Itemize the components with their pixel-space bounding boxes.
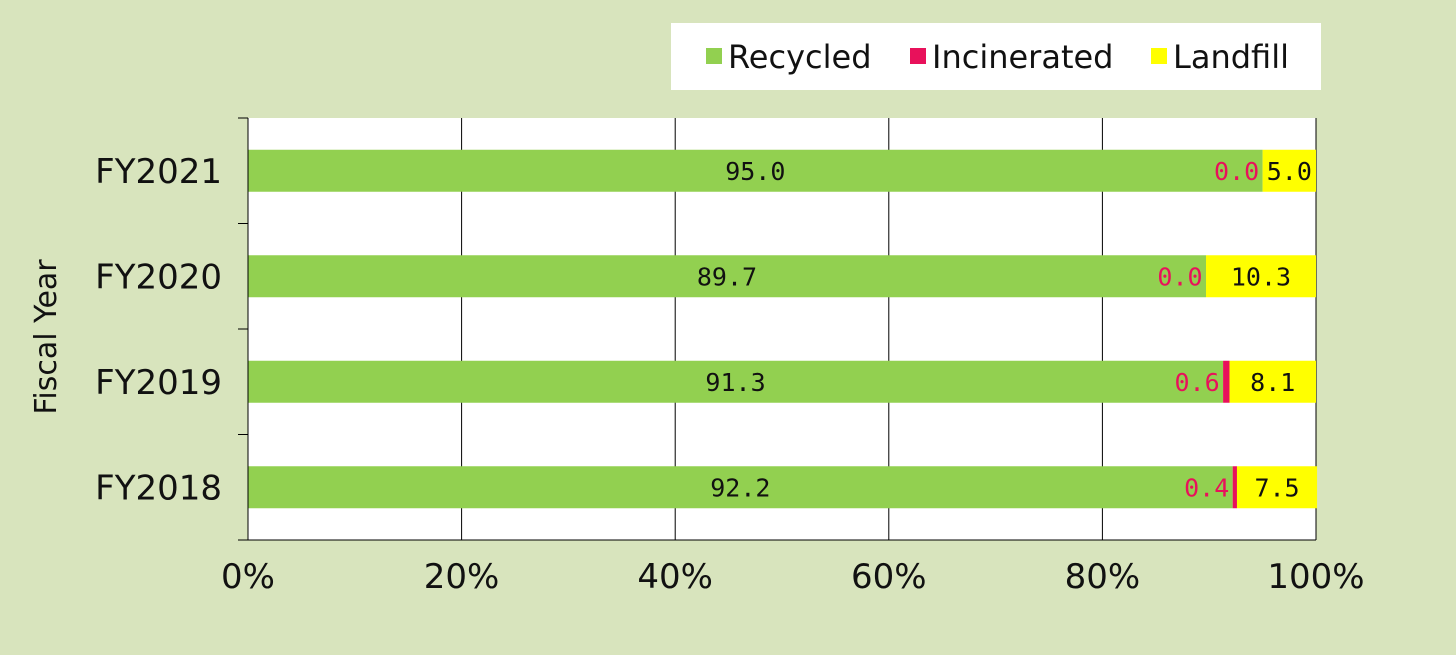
data-label-landfill: 5.0 — [1267, 157, 1312, 186]
x-tick-label: 40% — [637, 557, 713, 597]
bar-recycled — [248, 149, 1263, 192]
legend-label-incinerated: Incinerated — [932, 38, 1113, 76]
bar-recycled — [248, 255, 1206, 298]
bar-recycled — [248, 360, 1224, 403]
bar-incinerated — [1232, 466, 1237, 509]
y-axis-title: Fiscal Year — [29, 259, 64, 415]
bar-landfill — [1229, 360, 1316, 403]
data-label-landfill: 10.3 — [1231, 262, 1291, 291]
legend-swatch-recycled — [706, 48, 722, 64]
bar-recycled — [248, 466, 1233, 509]
data-label-recycled: 89.7 — [697, 262, 757, 291]
category-label: FY2018 — [95, 468, 222, 508]
legend-box — [671, 23, 1321, 90]
legend-label-recycled: Recycled — [728, 38, 872, 76]
data-label-incinerated: 0.0 — [1157, 262, 1202, 291]
category-label: FY2021 — [95, 152, 222, 192]
bars — [248, 149, 1318, 509]
legend-swatch-landfill — [1151, 48, 1167, 64]
axes: 0% 20% 40% 60% 80% 100% FY2018 FY2019 FY2020 FY20… — [95, 117, 1365, 597]
bar-landfill — [1262, 149, 1316, 192]
legend-swatch-incinerated — [910, 48, 926, 64]
data-label-incinerated: 0.6 — [1175, 368, 1220, 397]
category-label: FY2019 — [95, 363, 222, 403]
x-tick-label: 60% — [851, 557, 927, 597]
x-tick-label: 0% — [221, 557, 275, 597]
x-tick-label: 100% — [1267, 557, 1364, 597]
bar-incinerated — [1223, 360, 1230, 403]
data-label-recycled: 91.3 — [705, 368, 765, 397]
bar-landfill — [1205, 255, 1316, 298]
bar-landfill — [1236, 466, 1318, 509]
legend-label-landfill: Landfill — [1173, 38, 1289, 76]
category-label: FY2020 — [95, 257, 222, 297]
data-label-landfill: 7.5 — [1254, 473, 1299, 502]
data-label-landfill: 8.1 — [1250, 368, 1295, 397]
data-labels: 92.2 0.4 7.5 91.3 0.6 8.1 89.7 0.0 10.3 95.0 0.0 5.… — [697, 157, 1312, 503]
data-label-incinerated: 0.4 — [1184, 473, 1229, 502]
data-label-incinerated: 0.0 — [1214, 157, 1259, 186]
legend: Recycled Incinerated Landfill — [671, 23, 1321, 90]
x-tick-label: 20% — [424, 557, 500, 597]
data-label-recycled: 92.2 — [710, 473, 770, 502]
x-tick-label: 80% — [1065, 557, 1141, 597]
data-label-recycled: 95.0 — [725, 157, 785, 186]
